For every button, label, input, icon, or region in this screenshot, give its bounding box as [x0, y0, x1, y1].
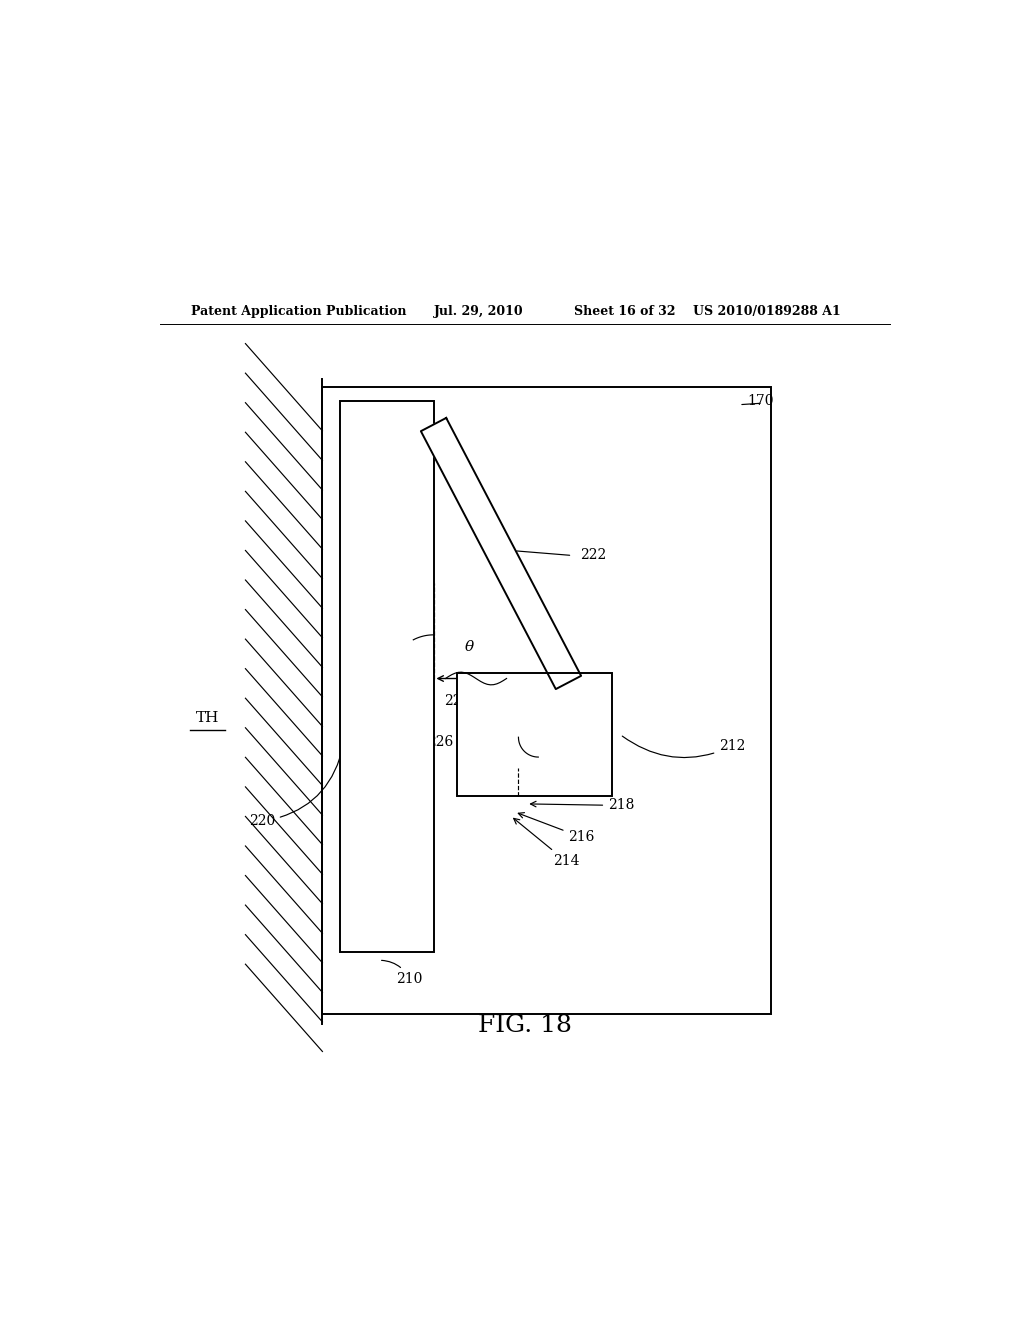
- Polygon shape: [421, 418, 581, 689]
- Bar: [323, 387, 771, 1014]
- Bar: [458, 673, 612, 796]
- Text: 222: 222: [581, 549, 606, 562]
- Text: 224: 224: [444, 694, 471, 709]
- Text: 210: 210: [382, 961, 423, 986]
- Text: 228: 228: [373, 411, 399, 425]
- Text: 220: 220: [249, 746, 343, 829]
- Text: TH: TH: [196, 711, 219, 725]
- Text: 216: 216: [518, 813, 595, 845]
- Text: US 2010/0189288 A1: US 2010/0189288 A1: [693, 305, 841, 318]
- Text: 214: 214: [514, 818, 580, 869]
- Text: Jul. 29, 2010: Jul. 29, 2010: [433, 305, 523, 318]
- Bar: [340, 401, 433, 952]
- Text: Sheet 16 of 32: Sheet 16 of 32: [574, 305, 676, 318]
- Text: 218: 218: [530, 799, 635, 813]
- Text: FIG. 18: FIG. 18: [478, 1014, 571, 1036]
- Text: θ: θ: [465, 640, 474, 653]
- Text: 212: 212: [623, 737, 745, 758]
- Text: 170: 170: [748, 393, 773, 408]
- Text: Patent Application Publication: Patent Application Publication: [191, 305, 407, 318]
- Text: 226: 226: [427, 735, 454, 748]
